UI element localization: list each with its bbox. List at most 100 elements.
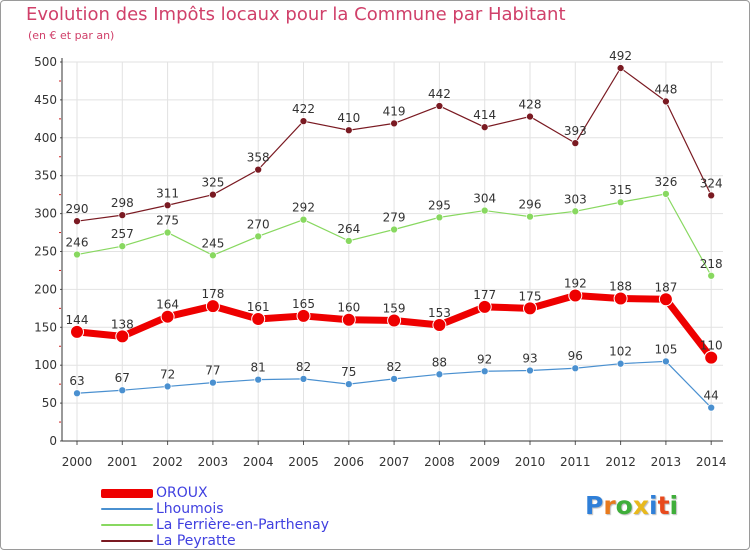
x-tick-label: 2011	[560, 455, 591, 469]
data-label: 428	[519, 98, 542, 112]
x-tick-label: 2004	[243, 455, 274, 469]
axis-layer: 0 50 100 150 200 250 300 350 400 450 500 2000 2001 20…	[34, 55, 726, 469]
data-label: 298	[111, 196, 134, 210]
data-label: 82	[386, 360, 401, 374]
data-label: 246	[66, 236, 89, 250]
y-tick-label: 300	[34, 207, 57, 221]
data-label: 165	[292, 297, 315, 311]
data-point	[707, 191, 716, 200]
legend-item: La Peyratte	[101, 533, 329, 549]
data-label: 192	[564, 276, 587, 290]
series-lhoumois	[73, 357, 716, 412]
data-label: 325	[201, 176, 224, 190]
data-label: 326	[654, 175, 677, 189]
data-label: 72	[160, 367, 175, 381]
data-label: 358	[247, 151, 270, 165]
data-point	[387, 313, 402, 328]
data-label: 290	[66, 202, 89, 216]
data-label: 160	[337, 301, 360, 315]
data-label: 279	[383, 211, 406, 225]
data-point	[299, 215, 308, 224]
data-point	[707, 403, 716, 412]
legend-label: La Peyratte	[156, 533, 236, 549]
legend-swatch	[101, 488, 153, 498]
data-label: 275	[156, 214, 179, 228]
legend-item: OROUX	[101, 485, 329, 501]
data-label: 393	[564, 124, 587, 138]
x-tick-label: 2013	[651, 455, 682, 469]
data-label: 245	[201, 236, 224, 250]
data-point	[70, 324, 84, 339]
data-label-layer: 290 298 311 325 358 422 410 419 442 414 428 393 492 4…	[66, 49, 723, 403]
data-point	[480, 206, 489, 215]
data-point	[205, 299, 220, 314]
legend-swatch	[101, 540, 153, 542]
data-point	[390, 225, 398, 234]
data-point	[662, 357, 670, 366]
data-point	[526, 212, 534, 221]
legend: OROUX Lhoumois La Ferrière-en-Parthenay La …	[101, 485, 329, 549]
series-la-peyratte	[73, 64, 716, 226]
logo-letter: i	[669, 491, 679, 520]
data-point	[344, 237, 353, 245]
data-label: 110	[700, 339, 723, 353]
x-tick-label: 2005	[288, 455, 319, 469]
data-label: 295	[428, 198, 451, 212]
data-point	[526, 366, 534, 375]
data-point	[254, 232, 263, 241]
legend-label: La Ferrière-en-Parthenay	[156, 517, 330, 533]
y-tick-label: 350	[34, 169, 57, 183]
proxiti-logo: Proxiti	[585, 491, 678, 520]
data-point	[344, 380, 353, 388]
data-point	[160, 309, 175, 324]
y-tick-label: 400	[34, 131, 57, 145]
data-point	[163, 201, 172, 210]
data-point	[613, 291, 628, 306]
data-label: 296	[519, 198, 542, 212]
y-tick-label: 50	[42, 396, 57, 410]
data-label: 102	[609, 345, 632, 359]
data-label: 303	[564, 192, 587, 206]
x-tick-label: 2014	[696, 455, 727, 469]
data-point	[526, 112, 534, 121]
x-tick-label: 2010	[515, 455, 546, 469]
data-point	[209, 190, 217, 199]
data-point	[209, 378, 217, 387]
data-point	[254, 165, 263, 174]
data-point	[616, 64, 625, 72]
data-point	[254, 375, 263, 384]
data-label: 105	[654, 342, 677, 356]
data-label: 96	[568, 349, 583, 363]
data-point	[118, 386, 127, 395]
data-point	[341, 312, 356, 327]
data-point	[435, 213, 444, 222]
data-label: 77	[205, 364, 220, 378]
data-label: 159	[383, 301, 406, 315]
y-tick-label: 450	[34, 93, 57, 107]
data-label: 270	[247, 217, 270, 231]
data-label: 177	[473, 288, 496, 302]
legend-item: La Ferrière-en-Parthenay	[101, 517, 329, 533]
y-tick-label: 500	[34, 55, 57, 69]
data-label: 138	[111, 317, 134, 331]
data-label: 187	[654, 280, 677, 294]
legend-label: Lhoumois	[156, 501, 224, 517]
data-point	[571, 207, 580, 216]
logo-letter: t	[657, 491, 670, 520]
x-tick-label: 2009	[469, 455, 500, 469]
data-point	[707, 271, 716, 280]
data-point	[523, 301, 537, 316]
data-label: 311	[156, 186, 179, 200]
data-point	[118, 211, 127, 219]
data-point	[480, 123, 489, 132]
x-tick-label: 2001	[107, 455, 138, 469]
x-tick-label: 2002	[152, 455, 183, 469]
data-point	[390, 119, 398, 128]
legend-label: OROUX	[156, 485, 208, 501]
data-label: 144	[66, 313, 89, 327]
data-point	[299, 117, 308, 125]
data-label: 153	[428, 306, 451, 320]
data-label: 164	[156, 298, 179, 312]
